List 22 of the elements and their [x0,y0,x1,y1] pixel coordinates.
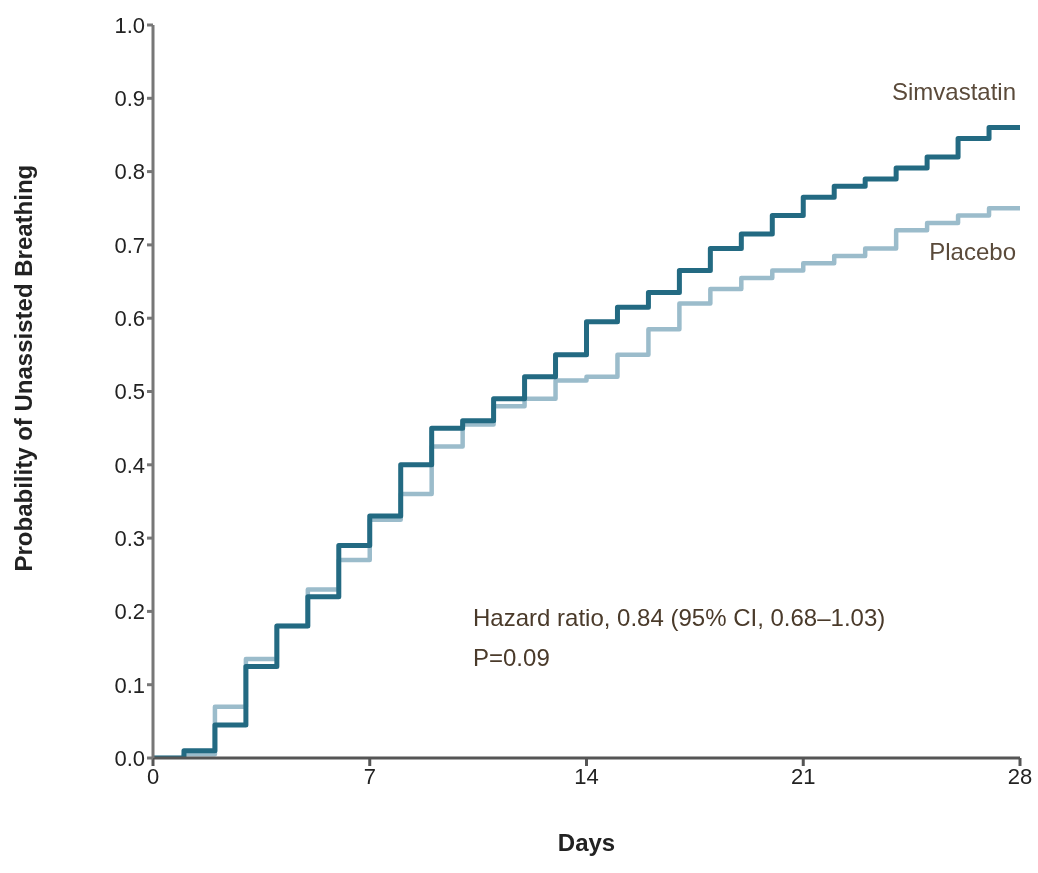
annotation: P=0.09 [473,643,551,673]
x-tick-label: 7 [363,763,376,789]
annotation: Hazard ratio, 0.84 (95% CI, 0.68–1.03) [473,603,886,633]
y-tick-label: 1.0 [114,12,145,38]
x-tick-label: 21 [791,763,816,789]
x-axis-title: Days [557,829,616,856]
series-label: Placebo [929,238,1016,266]
y-tick-label: 0.8 [114,159,145,185]
x-tick-label: 28 [1007,763,1033,789]
y-tick-label: 0.9 [114,86,145,112]
y-axis-title: Probability of Unassisted Breathing [9,164,37,572]
y-tick-label: 0.4 [114,452,145,478]
y-tick-label: 0.6 [114,306,145,332]
y-tick-label: 0.2 [114,599,145,625]
series-label: Simvastatin [891,77,1016,105]
x-tick-label: 14 [574,763,599,789]
y-tick-label: 0.3 [114,525,145,551]
x-tick-label: 0 [146,763,160,789]
y-tick-label: 0.7 [114,232,145,258]
y-tick-label: 0.5 [114,379,145,405]
y-tick-label: 0.0 [114,745,145,771]
y-tick-label: 0.1 [114,672,145,698]
